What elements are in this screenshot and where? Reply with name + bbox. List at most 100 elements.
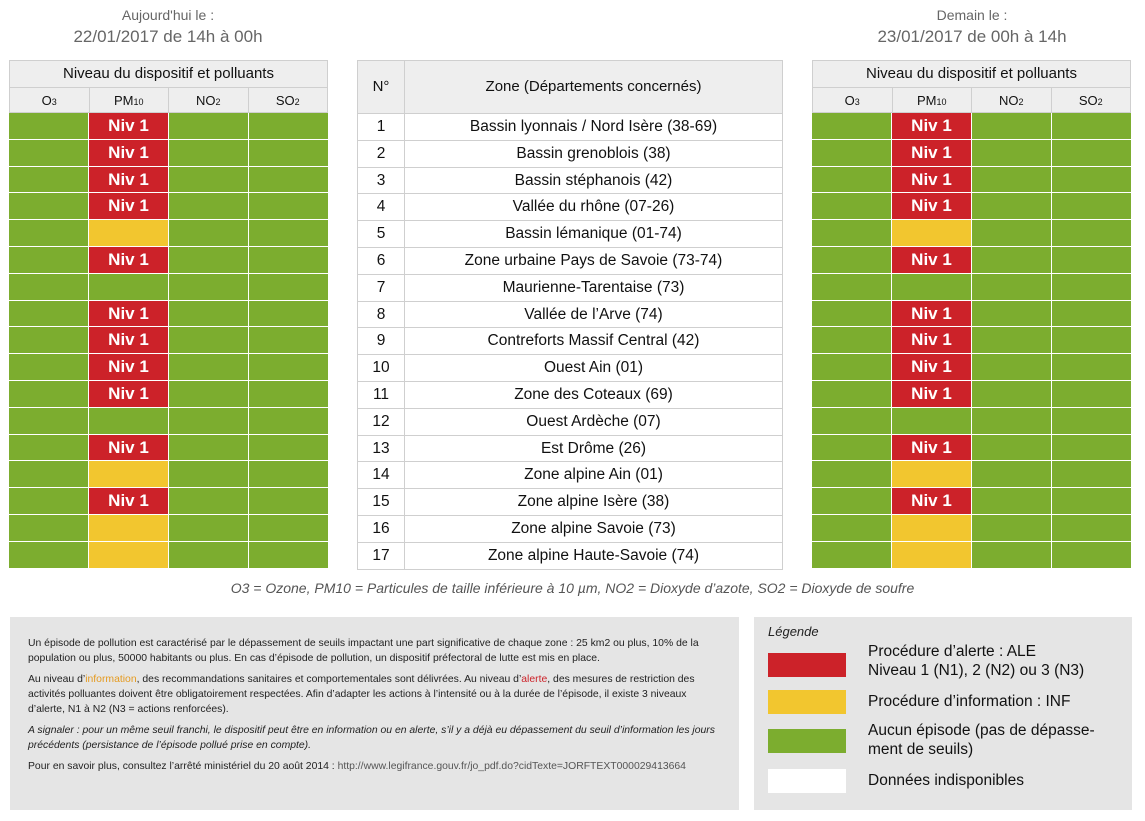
level-cell-no2	[169, 407, 248, 434]
level-row	[9, 514, 328, 542]
level-row: Niv 1	[812, 434, 1131, 462]
zone-row: 9 Contreforts Massif Central (42)	[358, 328, 782, 356]
level-cell-so2	[249, 113, 328, 139]
zone-name: Ouest Ardèche (07)	[526, 412, 661, 430]
legend-text-none: Aucun épisode (pas de dépasse- ment de s…	[868, 721, 1128, 759]
zone-row: 3 Bassin stéphanois (42)	[358, 167, 782, 195]
level-cell-no2	[972, 461, 1051, 488]
tomorrow-pollutant-header: O3 PM10 NO2 SO2	[812, 87, 1131, 113]
level-cell-o3	[812, 380, 891, 407]
level-cell-pm10: Niv 1	[892, 434, 971, 461]
level-row	[812, 541, 1131, 569]
legend-title: Légende	[768, 624, 819, 639]
zone-rows: 1 Bassin lyonnais / Nord Isère (38-69) 2 Ba…	[358, 114, 782, 570]
info-box: Un épisode de pollution est caractérisé …	[10, 617, 739, 810]
zone-row: 16 Zone alpine Savoie (73)	[358, 515, 782, 543]
level-cell-so2	[249, 246, 328, 273]
level-cell-pm10: Niv 1	[89, 193, 168, 220]
level-cell-no2	[169, 139, 248, 166]
level-cell-pm10: Niv 1	[89, 246, 168, 273]
zone-name: Zone alpine Haute-Savoie (74)	[487, 546, 700, 564]
zone-number: 16	[358, 515, 405, 542]
level-row: Niv 1	[9, 300, 328, 328]
info-text: Au niveau d’	[28, 674, 86, 685]
level-cell-so2	[1052, 193, 1131, 220]
level-cell-o3	[9, 300, 88, 327]
pollutant-abbreviations: O3 = Ozone, PM10 = Particules de taille …	[230, 580, 915, 596]
level-cell-so2	[1052, 273, 1131, 300]
pollutant-subscript: 2	[1018, 97, 1024, 107]
level-cell-pm10	[892, 514, 971, 541]
level-row: Niv 1	[9, 380, 328, 408]
level-cell-pm10: Niv 1	[89, 113, 168, 139]
level-row: Niv 1	[812, 166, 1131, 194]
level-cell-pm10: Niv 1	[892, 193, 971, 220]
level-cell-o3	[9, 246, 88, 273]
level-cell-so2	[249, 139, 328, 166]
tomorrow-panel-title: Niveau du dispositif et polluants	[812, 60, 1131, 87]
zone-name: Contreforts Massif Central (42)	[487, 332, 700, 350]
level-row: Niv 1	[812, 139, 1131, 167]
level-cell-so2	[249, 380, 328, 407]
zone-name: Bassin grenoblois (38)	[516, 144, 671, 162]
level-row: Niv 1	[812, 488, 1131, 515]
level-cell-no2	[972, 327, 1051, 354]
tomorrow-label: Demain le :	[936, 7, 1008, 23]
pollutant-header-o3: O3	[10, 88, 89, 112]
level-cell-o3	[9, 273, 88, 300]
level-row	[812, 273, 1131, 301]
level-cell-pm10: Niv 1	[892, 166, 971, 193]
level-cell-no2	[169, 354, 248, 380]
level-row: Niv 1	[9, 166, 328, 194]
level-cell-so2	[1052, 541, 1131, 568]
level-cell-pm10	[892, 220, 971, 246]
level-row: Niv 1	[9, 246, 328, 274]
pollutant-subscript: 2	[294, 97, 300, 107]
today-panel-title: Niveau du dispositif et polluants	[9, 60, 328, 87]
level-cell-so2	[1052, 354, 1131, 380]
level-row: Niv 1	[812, 354, 1131, 381]
pollutant-symbol: SO	[275, 93, 295, 108]
zone-name-header: Zone (Départements concernés)	[485, 78, 702, 95]
level-cell-so2	[1052, 113, 1131, 139]
level-cell-no2	[972, 407, 1051, 434]
level-cell-pm10: Niv 1	[892, 300, 971, 327]
level-cell-pm10	[89, 461, 168, 488]
zone-name: Zone alpine Savoie (73)	[511, 519, 676, 537]
level-cell-pm10: Niv 1	[89, 327, 168, 354]
level-row: Niv 1	[9, 327, 328, 354]
level-cell-o3	[812, 139, 891, 166]
zone-row: 11 Zone des Coteaux (69)	[358, 381, 782, 409]
zone-name: Vallée du rhône (07-26)	[512, 198, 675, 216]
today-label: Aujourd'hui le :	[121, 7, 215, 23]
level-cell-so2	[249, 220, 328, 246]
level-cell-so2	[1052, 380, 1131, 407]
level-row: Niv 1	[812, 300, 1131, 328]
level-cell-pm10: Niv 1	[89, 434, 168, 461]
level-cell-pm10: Niv 1	[892, 488, 971, 514]
zone-number: 15	[358, 489, 405, 515]
pollutant-subscript: 2	[215, 97, 221, 107]
pollutant-subscript: 2	[1097, 97, 1103, 107]
level-cell-so2	[249, 273, 328, 300]
level-cell-so2	[249, 407, 328, 434]
pollutant-subscript: 10	[133, 97, 144, 107]
level-cell-o3	[9, 407, 88, 434]
level-cell-no2	[972, 139, 1051, 166]
information-keyword: information	[85, 674, 137, 685]
level-cell-o3	[812, 434, 891, 461]
level-row: Niv 1	[9, 113, 328, 140]
level-cell-pm10: Niv 1	[892, 380, 971, 407]
zone-row: 8 Vallée de l’Arve (74)	[358, 301, 782, 329]
zone-number-header: N°	[358, 61, 405, 113]
legifrance-link[interactable]: http://www.legifrance.gouv.fr/jo_pdf.do?…	[337, 761, 686, 772]
level-cell-no2	[169, 193, 248, 220]
level-cell-pm10	[892, 407, 971, 434]
pollutant-symbol: SO	[1078, 93, 1098, 108]
level-cell-o3	[9, 193, 88, 220]
pollutant-header-pm10: PM10	[891, 88, 972, 112]
level-cell-so2	[249, 461, 328, 488]
zone-number: 7	[358, 274, 405, 301]
level-cell-so2	[249, 354, 328, 380]
zone-number: 11	[358, 381, 405, 408]
